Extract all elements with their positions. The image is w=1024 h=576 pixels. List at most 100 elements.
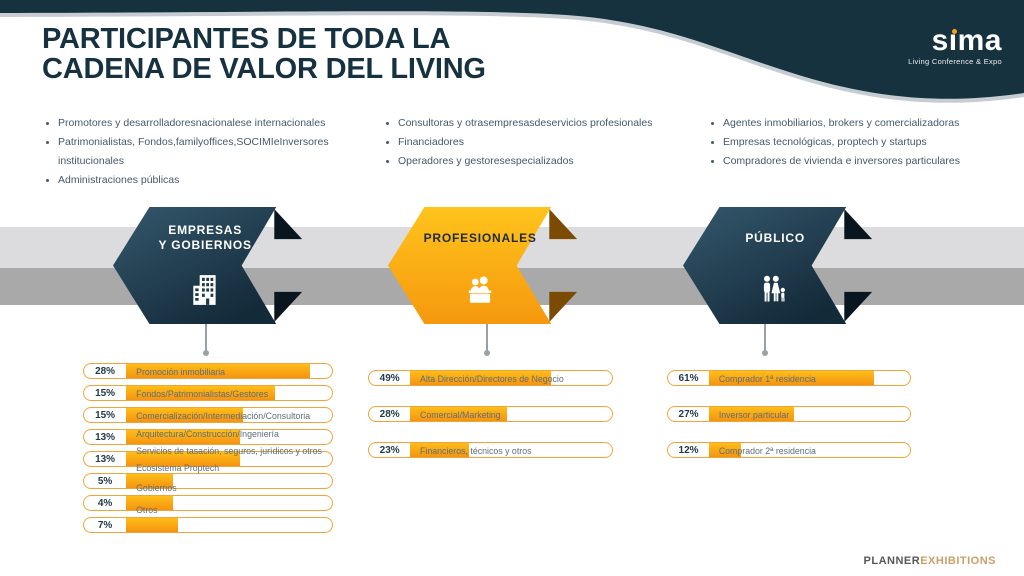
sima-logo-i-dot [951, 29, 957, 34]
bar-fill [126, 408, 243, 422]
list-item: Compradores de vivienda e inversores par… [711, 152, 1006, 171]
bar-fill [126, 496, 174, 510]
bullet-columns: Promotores y desarrolladoresnacionalese … [46, 114, 1006, 190]
bar-label: Arquitectura/Construcción/Ingeniería [136, 429, 279, 439]
bar-percent: 7% [97, 519, 113, 531]
bar-fill [410, 407, 508, 421]
bar-percent: 28% [95, 365, 116, 377]
bar-label: Promoción inmobiliaria [136, 367, 226, 377]
planner-exhibitions-brand: PLANNEREXHIBITIONS [864, 555, 996, 567]
building-icon [140, 273, 271, 307]
bullet-dot-icon [386, 141, 389, 144]
bar-fill [126, 474, 174, 488]
bar-fill [126, 518, 179, 532]
bar-row: 27% Inversor particular [667, 406, 911, 422]
bar-percent: 12% [678, 444, 699, 456]
bullets-profesionales: Consultoras y otrasempresasdeservicios p… [386, 114, 701, 190]
bar-label: Alta Dirección/Directores de Negocio [420, 374, 564, 384]
bar-percent: 15% [95, 387, 116, 399]
brand-planner: PLANNER [863, 555, 921, 567]
bar-label: Comprador 2ª residencia [718, 446, 816, 456]
bar-fill [126, 386, 275, 400]
bullet-dot-icon [386, 122, 389, 125]
bar-percent: 28% [379, 408, 400, 420]
bar-row: 13% Servicios de tasación, seguros, juríd… [83, 446, 333, 467]
bar-label: Comprador 1ª residencia [718, 374, 816, 384]
bullet-dot-icon [386, 160, 389, 163]
connector-dot [762, 350, 768, 356]
bar-row: 28% Comercial/Marketing [368, 406, 613, 422]
bullet-dot-icon [46, 141, 49, 144]
connector-dot [484, 350, 490, 356]
bar-fill [709, 371, 874, 385]
bar-percent: 4% [97, 497, 113, 509]
bar-percent: 61% [678, 372, 699, 384]
list-item: Operadores y gestoresespecializados [386, 152, 701, 171]
bar-percent: 23% [379, 444, 400, 456]
page-title-line2: CADENA DE VALOR DEL LIVING [42, 53, 486, 85]
family-icon [710, 273, 841, 307]
bar-fill [126, 452, 241, 466]
bar-chart-publico: 61% Comprador 1ª residencia 27% Inversor p… [667, 370, 911, 478]
bar-percent: 49% [379, 372, 400, 384]
list-item: Empresas tecnológicas, proptech y startu… [711, 133, 1006, 152]
chevron-label: EMPRESAS Y GOBIERNOS [158, 223, 252, 252]
bullet-dot-icon [46, 122, 49, 125]
list-item: Patrimonialistas, Fondos,familyoffices,S… [46, 133, 371, 171]
sima-logo-word: sıma [931, 24, 1002, 57]
bar-row: 15% Fondos/Patrimonialistas/Gestores [83, 385, 333, 401]
connector-line [764, 324, 766, 351]
bar-row: 4% Gobiernos [83, 483, 333, 511]
chevron-publico: PÚBLICO [683, 207, 875, 324]
bar-percent: 27% [678, 408, 699, 420]
bar-row: 12% Comprador 2ª residencia [667, 442, 911, 458]
bar-row: 23% Financieros, técnicos y otros [368, 442, 613, 458]
bar-percent: 5% [97, 475, 113, 487]
bullet-dot-icon [711, 160, 714, 163]
brand-exhibitions: EXHIBITIONS [920, 555, 996, 567]
speakers-desk-icon [415, 273, 546, 307]
bar-chart-profesionales: 49% Alta Dirección/Directores de Negocio … [368, 370, 613, 478]
bar-row: 13% Arquitectura/Construcción/Ingeniería [83, 429, 333, 445]
bar-label: Fondos/Patrimonialistas/Gestores [136, 389, 269, 399]
list-item: Financiadores [386, 133, 701, 152]
bar-percent: 15% [95, 409, 116, 421]
bar-row: 28% Promoción inmobiliaria [83, 363, 333, 379]
list-item: Promotores y desarrolladoresnacionalese … [46, 114, 371, 133]
bar-chart-empresas: 28% Promoción inmobiliaria 15% Fondos/Patr… [83, 363, 333, 539]
bar-row: 5% Ecosistema Proptech [83, 463, 333, 489]
bullet-dot-icon [46, 179, 49, 182]
bar-row: 61% Comprador 1ª residencia [667, 370, 911, 386]
connector-line [486, 324, 488, 351]
page-title-line1: PARTICIPANTES DE TODA LA [42, 23, 451, 55]
bar-fill [126, 364, 310, 378]
page-title: PARTICIPANTES DE TODA LA CADENA DE VALOR… [42, 24, 486, 84]
bar-label: Inversor particular [718, 410, 790, 420]
bar-fill [126, 430, 241, 444]
bar-label: Comercial/Marketing [420, 410, 501, 420]
bullet-dot-icon [711, 141, 714, 144]
bar-label: Servicios de tasación, seguros, jurídico… [136, 446, 322, 456]
bar-label: Otros [136, 505, 158, 515]
chevron-label: PÚBLICO [745, 231, 805, 245]
bar-fill [709, 443, 741, 457]
chevron-label: PROFESIONALES [423, 231, 537, 245]
bar-fill [410, 371, 552, 385]
sima-logo: sıma Living Conference & Expo [908, 24, 1002, 67]
bar-row: 15% Comercialización/Intermediación/Consu… [83, 407, 333, 423]
list-item: Administraciones públicas [46, 171, 371, 190]
list-item: Consultoras y otrasempresasdeservicios p… [386, 114, 701, 133]
bar-label: Financieros, técnicos y otros [420, 446, 532, 456]
bullets-empresas: Promotores y desarrolladoresnacionalese … [46, 114, 371, 190]
bar-row: 49% Alta Dirección/Directores de Negocio [368, 370, 613, 386]
bullets-publico: Agentes inmobiliarios, brokers y comerci… [711, 114, 1006, 190]
bar-row: 7% Otros [83, 505, 333, 533]
chevron-empresas-y-gobiernos: EMPRESAS Y GOBIERNOS [113, 207, 305, 324]
connector-dot [203, 350, 209, 356]
bullet-dot-icon [711, 122, 714, 125]
bar-label: Ecosistema Proptech [136, 463, 220, 473]
bar-percent: 13% [95, 453, 116, 465]
sima-logo-tagline: Living Conference & Expo [908, 57, 1002, 66]
bar-fill [410, 443, 469, 457]
